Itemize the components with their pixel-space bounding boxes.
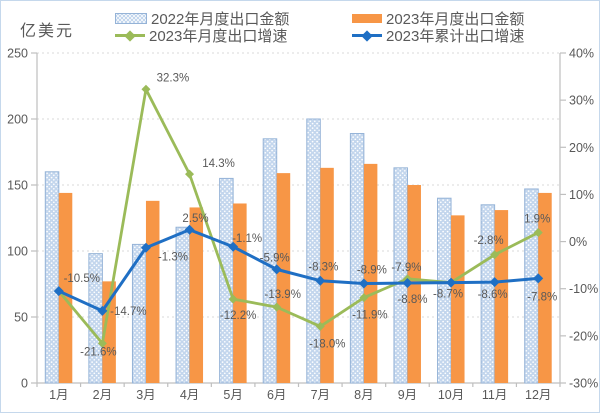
left-axis-unit-label: 亿美元 [20,23,75,40]
right-axis-labels: -30% -20% -10% 0% 10% 20% 30% 40% [569,47,598,391]
left-axis-labels: 0 50 100 150 200 250 [7,47,28,391]
labels-cumulative-growth: -10.5% -14.7% -1.3% 2.5% -1.1% -5.9% -8.3% -8.9… [64,213,558,318]
x-axis-labels: 1月 2月 3月 4月 5月 6月 7月 8月 9月 10月 11月 12月 [49,388,551,402]
svg-text:3月: 3月 [136,388,155,402]
svg-text:4月: 4月 [180,388,199,402]
svg-text:-8.6%: -8.6% [478,289,508,301]
svg-text:12月: 12月 [525,388,551,402]
bars-2023 [58,163,552,383]
svg-text:-7.9%: -7.9% [391,262,421,274]
legend-label-2022-bar: 2022年月度出口金额 [151,11,290,28]
svg-text:-11.9%: -11.9% [352,310,388,322]
svg-text:-18.0%: -18.0% [309,338,345,350]
svg-text:6月: 6月 [267,388,286,402]
svg-text:-8.7%: -8.7% [433,289,463,301]
legend-label-monthly-growth: 2023年月度出口增速 [149,28,288,45]
labels-monthly-growth: -21.6% 32.3% 14.3% -12.2% -13.9% -18.0% -11.9%… [80,72,550,358]
svg-text:-13.9%: -13.9% [264,289,300,301]
svg-text:2.5%: 2.5% [182,213,208,225]
svg-text:-14.7%: -14.7% [110,306,146,318]
legend-item-monthly-growth: 2023年月度出口增速 [115,27,288,45]
svg-text:-8.9%: -8.9% [357,265,387,277]
svg-text:5月: 5月 [223,388,242,402]
svg-text:20%: 20% [569,141,594,155]
legend-label-2023-bar: 2023年月度出口金额 [386,11,525,28]
svg-text:200: 200 [7,113,28,127]
bar-swatch-2022-icon [115,13,147,24]
svg-text:-7.8%: -7.8% [527,291,557,303]
legend-item-cumulative-growth: 2023年累计出口增速 [352,27,525,45]
svg-text:-5.9%: -5.9% [260,252,290,264]
svg-text:8月: 8月 [354,388,373,402]
svg-text:-20%: -20% [569,329,598,343]
svg-text:32.3%: 32.3% [157,72,190,84]
svg-text:-10%: -10% [569,282,598,296]
svg-text:9月: 9月 [398,388,417,402]
svg-text:-8.3%: -8.3% [308,262,338,274]
svg-text:-1.3%: -1.3% [158,252,188,264]
svg-text:-1.1%: -1.1% [232,233,262,245]
svg-text:11月: 11月 [482,388,507,402]
bar-swatch-2023-icon [352,14,382,23]
svg-text:1月: 1月 [49,388,68,402]
svg-text:0: 0 [21,377,28,391]
svg-text:50: 50 [14,311,28,325]
svg-text:7月: 7月 [311,388,330,402]
line-swatch-cumulative-growth-icon [352,29,382,42]
svg-text:14.3%: 14.3% [202,158,235,170]
line-cumulative-growth [53,224,544,316]
svg-text:1.9%: 1.9% [524,214,550,226]
legend-item-2022-bar: 2022年月度出口金额 [115,10,290,28]
bars-2022 [44,118,539,384]
svg-text:250: 250 [7,47,28,61]
svg-text:40%: 40% [569,47,594,61]
svg-text:-12.2%: -12.2% [220,310,256,322]
svg-text:150: 150 [7,179,28,193]
legend-label-cumulative-growth: 2023年累计出口增速 [386,28,525,45]
svg-text:10%: 10% [569,188,594,202]
svg-text:-30%: -30% [569,377,598,391]
legend-item-2023-bar: 2023年月度出口金额 [352,10,525,28]
svg-text:100: 100 [7,245,28,259]
svg-text:-10.5%: -10.5% [64,273,100,285]
svg-text:-8.8%: -8.8% [397,294,427,306]
svg-text:10月: 10月 [438,388,464,402]
line-swatch-monthly-growth-icon [115,29,145,42]
svg-text:30%: 30% [569,94,594,108]
svg-text:2月: 2月 [93,388,112,402]
svg-text:-2.8%: -2.8% [474,235,504,247]
svg-text:0%: 0% [569,235,587,249]
svg-text:-21.6%: -21.6% [80,346,116,358]
axes [31,52,566,387]
